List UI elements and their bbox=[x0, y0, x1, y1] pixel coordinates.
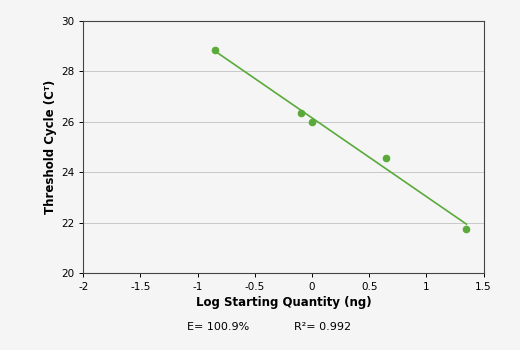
Point bbox=[308, 119, 316, 125]
Point bbox=[296, 110, 305, 116]
Text: E= 100.9%: E= 100.9% bbox=[187, 322, 250, 332]
Point bbox=[382, 155, 391, 161]
Y-axis label: Threshold Cycle (Cᵀ): Threshold Cycle (Cᵀ) bbox=[44, 80, 57, 214]
Text: R²= 0.992: R²= 0.992 bbox=[294, 322, 351, 332]
Point bbox=[462, 226, 471, 232]
Point bbox=[211, 47, 219, 53]
X-axis label: Log Starting Quantity (ng): Log Starting Quantity (ng) bbox=[196, 296, 371, 309]
